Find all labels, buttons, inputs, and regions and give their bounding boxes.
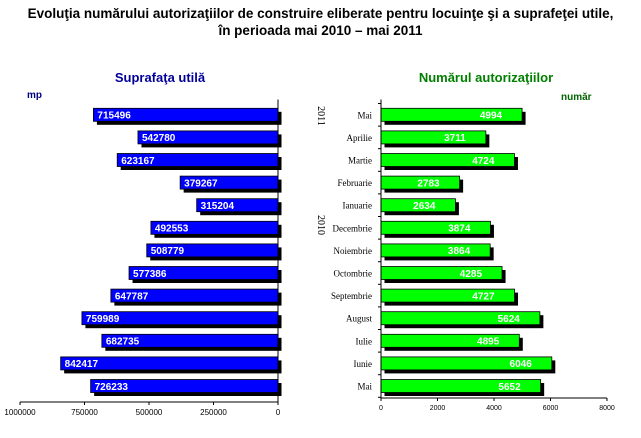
right-category-label-septembrie-8: Septembrie (331, 291, 372, 301)
left-tick-label-0: 0 (276, 408, 281, 417)
right-category-label-noiembrie-6: Noiembrie (334, 246, 373, 256)
left-value-label-noiembrie-2010: 508779 (151, 246, 185, 257)
left-value-label-octombrie-2010: 577386 (133, 269, 167, 280)
left-value-label-mai-2011: 715496 (97, 111, 131, 122)
right-value-label-noiembrie-6: 3864 (448, 246, 471, 257)
right-value-label-ianuarie-4: 2634 (413, 201, 436, 212)
left-tick-label-500000: 500000 (136, 408, 163, 417)
chart-title-line-2: în perioada mai 2010 – mai 2011 (218, 23, 423, 38)
right-chart-unit-label: număr (561, 92, 592, 103)
left-chart-suprafata-utila: Suprafaţa utilă mp 715496 542780 623167 379… (4, 70, 282, 417)
right-value-label-aprilie-1: 3711 (444, 133, 466, 144)
left-value-label-decembrie-2010: 492553 (155, 224, 189, 235)
chart-title: Evoluţia numărului autorizaţiilor de con… (0, 5, 641, 39)
left-chart-bars: 715496 542780 623167 379267 315204 492553 5087… (60, 107, 282, 396)
right-category-label-iulie-10: Iulie (356, 336, 373, 346)
right-category-label-mai-0: Mai (358, 110, 373, 120)
left-chart-title: Suprafaţa utilă (115, 70, 206, 85)
left-value-label-mai-2010: 726233 (95, 382, 129, 393)
right-chart-title: Numărul autorizaţiilor (419, 70, 553, 85)
left-value-label-februarie-2011: 379267 (184, 178, 218, 189)
right-category-label-mai-12: Mai (358, 382, 373, 392)
left-value-label-iulie-2010: 682735 (106, 337, 140, 348)
right-chart-x-axis: 0 2000 4000 6000 8000 (378, 99, 615, 412)
right-chart-bars: 4994 3711 4724 2783 2634 3874 3864 4285 4727 5624… (380, 107, 556, 396)
right-value-label-decembrie-5: 3874 (448, 224, 471, 235)
right-value-label-mai-0: 4994 (480, 111, 503, 122)
right-value-label-octombrie-7: 4285 (460, 269, 483, 280)
right-value-label-februarie-3: 2783 (417, 178, 440, 189)
left-tick-label-1000000: 1000000 (4, 408, 36, 417)
right-bar-decembrie-5 (380, 220, 491, 235)
left-value-label-ianuarie-2011: 315204 (201, 201, 235, 212)
left-value-label-iunie-2010: 842417 (65, 359, 99, 370)
right-category-label-aprilie-1: Aprilie (347, 133, 373, 143)
right-bar-aprilie-1 (380, 130, 487, 145)
right-bar-noiembrie-6 (380, 243, 491, 258)
right-tick-label-4000: 4000 (486, 405, 502, 412)
right-category-label-ianuarie-4: Ianuarie (343, 201, 372, 211)
right-tick-label-6000: 6000 (543, 405, 559, 412)
right-value-label-august-9: 5624 (498, 314, 521, 325)
left-chart-unit-label: mp (27, 90, 42, 101)
left-value-label-aprilie-2011: 542780 (142, 133, 176, 144)
left-tick-label-750000: 750000 (71, 408, 98, 417)
right-value-label-martie-2: 4724 (472, 156, 495, 167)
right-value-label-iulie-10: 4895 (477, 337, 500, 348)
right-chart-year-labels: 2011 2010 (315, 106, 326, 235)
right-value-label-septembrie-8: 4727 (472, 291, 495, 302)
right-category-label-martie-2: Martie (348, 156, 372, 166)
right-chart-category-labels: Mai Aprilie Martie Februarie Ianuarie Decembr… (331, 110, 372, 391)
right-category-label-februarie-3: Februarie (338, 178, 372, 188)
right-value-label-iunie-11: 6046 (510, 359, 533, 370)
right-category-label-octombrie-7: Octombrie (334, 269, 373, 279)
right-chart-numar-autorizatii: Numărul autorizaţiilor număr 4994 3711 472… (315, 70, 615, 412)
right-tick-label-2000: 2000 (430, 405, 446, 412)
left-value-label-august-2010: 759989 (86, 314, 120, 325)
right-bar-octombrie-7 (380, 266, 503, 280)
right-value-label-mai-12: 5652 (498, 382, 521, 393)
left-chart-x-axis: 1000000 750000 500000 250000 0 (4, 99, 281, 417)
right-tick-label-8000: 8000 (599, 405, 615, 412)
left-value-label-martie-2011: 623167 (121, 156, 155, 167)
left-tick-label-250000: 250000 (200, 408, 227, 417)
chart-title-line-1: Evoluţia numărului autorizaţiilor de con… (27, 6, 614, 21)
right-category-label-iunie-11: Iunie (354, 359, 373, 369)
right-category-label-decembrie-5: Decembrie (333, 223, 372, 233)
right-year-label-2010: 2010 (315, 215, 326, 235)
right-year-label-2011: 2011 (315, 106, 326, 126)
right-tick-label-0: 0 (379, 405, 383, 412)
left-value-label-septembrie-2010: 647787 (115, 291, 149, 302)
right-category-label-august-9: August (346, 314, 373, 324)
